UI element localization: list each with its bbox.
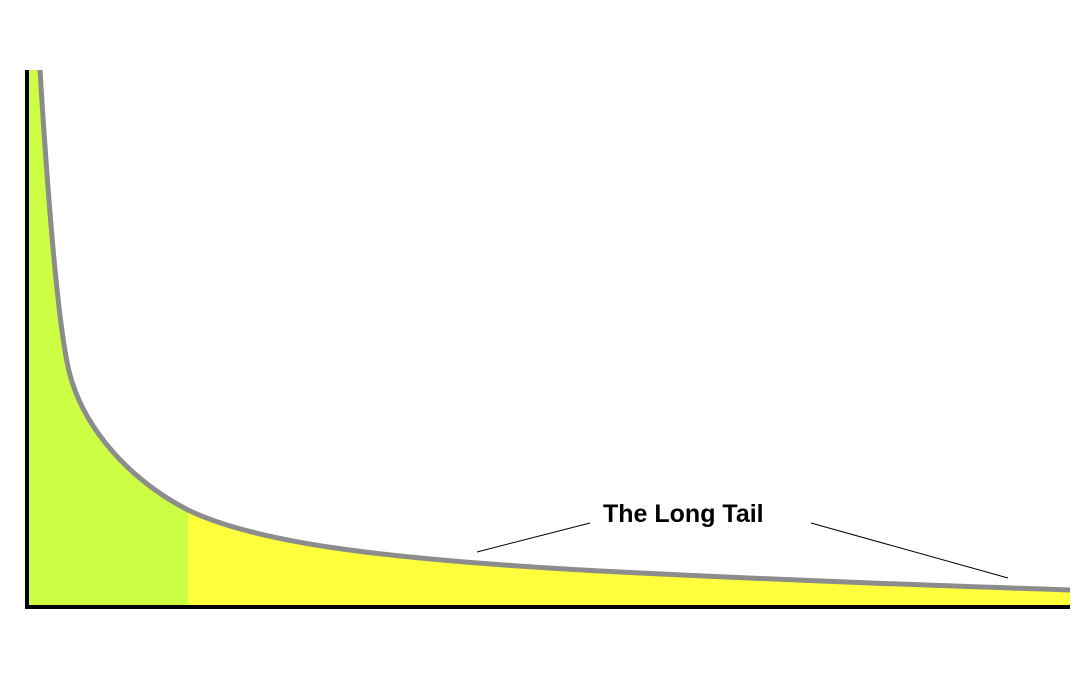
leader-line-right [810,522,1009,579]
head-region [29,70,188,606]
leader-line-left [476,522,591,553]
long-tail-label: The Long Tail [603,500,764,528]
demand-curve [37,69,1071,593]
